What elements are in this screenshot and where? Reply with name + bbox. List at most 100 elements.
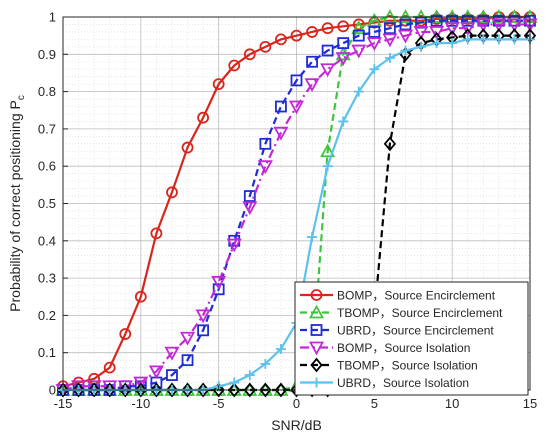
diamond-marker [134, 382, 148, 398]
series-line [62, 15, 530, 388]
legend-entry: UBRD，Source Encirclement [300, 324, 494, 338]
y-tick-label: 0.5 [38, 196, 56, 211]
square-marker [290, 74, 303, 87]
square-marker [310, 324, 323, 336]
circle-marker [259, 40, 272, 53]
circle-marker [212, 78, 225, 91]
circle-marker [275, 33, 287, 46]
triangle-down-marker [304, 78, 320, 93]
diamond-marker [383, 136, 397, 152]
circle-marker [228, 59, 241, 72]
plus-marker [462, 34, 473, 45]
y-tick-label: 0.3 [38, 271, 56, 286]
square-marker [306, 55, 318, 68]
diamond-marker [259, 382, 272, 398]
square-marker [352, 29, 365, 42]
square-marker [337, 37, 350, 50]
plus-marker [322, 161, 333, 172]
plus-marker [447, 38, 458, 49]
square-marker [383, 22, 396, 35]
diamond-marker [228, 382, 241, 398]
triangle-down-marker [460, 22, 476, 37]
triangle-down-marker [257, 160, 273, 175]
x-tick-label: 0 [293, 396, 300, 411]
y-tick-label: 0 [49, 383, 56, 398]
x-tick-label: -5 [213, 396, 225, 411]
legend-label: BOMP，Source Isolation [337, 341, 470, 355]
circle-marker [103, 361, 116, 374]
triangle-down-marker [397, 29, 413, 44]
diamond-marker [310, 357, 323, 373]
triangle-down-marker [335, 52, 351, 66]
triangle-marker [308, 304, 325, 319]
square-marker [259, 137, 272, 150]
diamond-marker [150, 382, 163, 398]
plus-marker [307, 232, 318, 243]
diamond-marker [181, 382, 194, 398]
plus-marker [260, 358, 271, 369]
legend-label: TBOMP，Source Encirclement [337, 306, 503, 320]
triangle-down-marker [320, 63, 336, 78]
diamond-marker [119, 382, 132, 398]
triangle-down-marker [506, 18, 522, 33]
legend-label: UBRD，Source Encirclement [337, 324, 494, 338]
square-marker [197, 324, 210, 337]
series-4 [55, 18, 538, 398]
circle-marker [306, 26, 318, 38]
triangle-down-marker [148, 365, 164, 380]
square-marker [461, 14, 474, 27]
plus-marker [431, 38, 442, 49]
circle-marker [321, 22, 334, 35]
circle-marker [352, 18, 365, 31]
diamond-marker [274, 382, 288, 398]
legend-entry: TBOMP，Source Encirclement [300, 304, 503, 320]
legend-entry: BOMP，Source Encirclement [300, 289, 496, 303]
legend-label: TBOMP，Source Isolation [337, 359, 478, 373]
diamond-marker [165, 382, 179, 398]
plus-marker [229, 377, 240, 388]
y-tick-label: 0.1 [38, 345, 56, 360]
triangle-down-marker [164, 346, 180, 361]
triangle-marker [351, 20, 367, 35]
y-axis-label: Probability of correct positioning Pc [7, 95, 27, 312]
circle-marker [290, 29, 303, 42]
y-tick-label: 0.4 [38, 233, 56, 248]
y-tick-label: 0.6 [38, 159, 56, 174]
x-tick-label: 10 [445, 396, 459, 411]
y-axis-label-text: Probability of correct positioning P [7, 100, 23, 312]
x-tick-label: -15 [54, 396, 73, 411]
triangle-down-marker [351, 44, 367, 59]
y-tick-label: 1 [49, 10, 56, 25]
legend-entry: TBOMP，Source Isolation [300, 357, 478, 373]
x-axis-label: SNR/dB [271, 417, 322, 433]
circle-marker [197, 111, 210, 124]
x-tick-label: -10 [131, 396, 150, 411]
diamond-marker [56, 382, 70, 398]
circle-marker [337, 20, 350, 33]
triangle-down-marker [195, 309, 211, 324]
plus-marker [384, 53, 395, 64]
plus-marker [338, 116, 349, 127]
square-marker [181, 354, 194, 367]
y-tick-label: 0.7 [38, 121, 56, 136]
square-marker [243, 190, 256, 202]
square-marker [368, 26, 381, 38]
legend-label: UBRD，Source Isolation [337, 376, 469, 390]
triangle-marker [320, 143, 336, 158]
triangle-down-marker [180, 331, 196, 346]
plus-marker [275, 343, 286, 354]
plus-marker [369, 64, 380, 75]
plus-marker [353, 86, 364, 97]
plus-marker [509, 34, 520, 45]
square-marker [446, 14, 459, 27]
series-line [62, 23, 530, 392]
legend-label: BOMP，Source Encirclement [337, 289, 496, 303]
plus-marker [416, 41, 427, 52]
diamond-marker [103, 382, 116, 398]
triangle-down-marker [382, 33, 398, 48]
circle-marker [310, 289, 323, 301]
triangle-marker [366, 12, 382, 27]
triangle-down-marker [133, 376, 149, 391]
plus-marker [311, 377, 322, 388]
